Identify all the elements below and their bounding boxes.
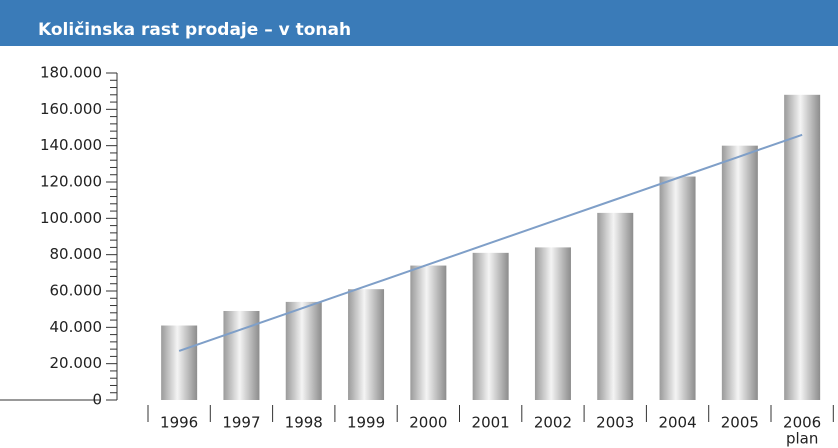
x-tick-label: 2000 <box>409 414 447 432</box>
bar <box>348 289 385 400</box>
x-tick-label: 1998 <box>285 414 323 432</box>
bar <box>721 145 758 400</box>
x-tick-label: 2003 <box>596 414 634 432</box>
bar <box>472 252 509 400</box>
y-tick-label: 160.000 <box>40 100 102 118</box>
y-tick-label: 20.000 <box>50 354 103 372</box>
bar <box>410 265 447 400</box>
y-tick-label: 140.000 <box>40 136 102 154</box>
x-tick-label: 1997 <box>222 414 260 432</box>
y-tick-label: 120.000 <box>40 173 102 191</box>
chart-title: Količinska rast prodaje – v tonah <box>38 20 351 40</box>
bar <box>161 325 198 400</box>
y-tick-label: 60.000 <box>50 282 103 300</box>
bar <box>597 212 634 400</box>
bar <box>285 301 322 400</box>
bar <box>784 94 821 401</box>
trend-line <box>178 133 803 352</box>
x-tick-label: 1999 <box>347 414 385 432</box>
annotation: plan <box>786 430 818 448</box>
bar <box>534 247 571 400</box>
y-tick-label: 0 <box>92 391 102 409</box>
x-tick-label: 2002 <box>534 414 572 432</box>
header-bar <box>0 0 838 46</box>
x-tick-label: 2001 <box>472 414 510 432</box>
bar <box>659 176 696 400</box>
x-tick-label: 2004 <box>658 414 696 432</box>
x-tick-label: 2006 <box>783 414 821 432</box>
x-tick-label: 1996 <box>160 414 198 432</box>
y-tick-label: 180.000 <box>40 64 102 82</box>
y-tick-label: 100.000 <box>40 209 102 227</box>
y-tick-label: 80.000 <box>50 245 103 263</box>
x-tick-label: 2005 <box>721 414 759 432</box>
y-tick-label: 40.000 <box>50 318 103 336</box>
